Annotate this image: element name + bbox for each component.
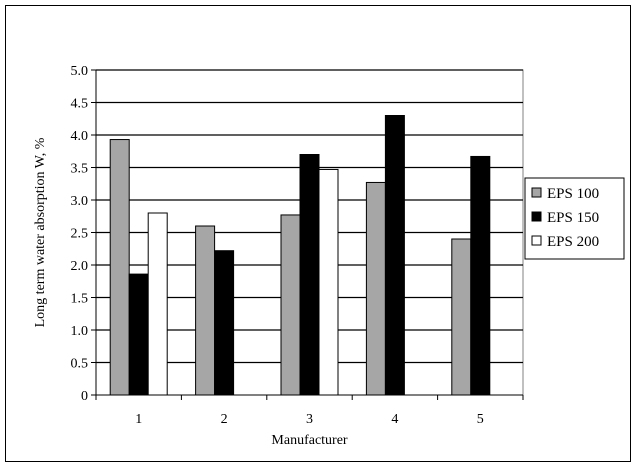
bars	[109, 115, 491, 396]
y-tick-label: 5.0	[71, 64, 89, 79]
y-tick-label: 1.5	[71, 292, 89, 307]
bar-eps-150-3	[299, 154, 320, 396]
bar-eps-200-3	[318, 168, 339, 396]
x-axis-title: Manufacturer	[271, 433, 348, 448]
bar-eps-150-1	[128, 273, 149, 396]
bar-eps-150-4	[384, 115, 405, 396]
y-tick-label: 0	[81, 389, 88, 404]
bar-eps-100-4	[365, 181, 386, 396]
bar-eps-100-1	[109, 139, 130, 396]
y-tick-label: 2.5	[71, 227, 89, 242]
x-tick-labels: 1 2 3 4 5	[135, 412, 484, 427]
y-tick-label: 0.5	[71, 357, 89, 372]
legend-swatch	[531, 187, 542, 198]
y-tick-label: 2.0	[71, 259, 89, 274]
y-tick-label: 1.0	[71, 324, 89, 339]
y-tick-label: 4.5	[71, 97, 89, 112]
axes	[91, 69, 524, 400]
y-tick-labels: 0 0.5 1.0 1.5 2.0 2.5 3.0 3.5 4.0 4.5 5.0	[71, 64, 89, 404]
bar-eps-100-2	[195, 225, 216, 396]
bar-eps-100-3	[280, 214, 301, 396]
legend-swatch	[531, 211, 542, 222]
x-tick-label: 1	[135, 412, 142, 427]
y-tick-label: 3.0	[71, 194, 89, 209]
legend-label: EPS 150	[547, 210, 599, 226]
x-tick-label: 4	[391, 412, 398, 427]
x-tick-label: 2	[221, 412, 228, 427]
bar-eps-200-1	[147, 212, 168, 396]
bar-eps-100-5	[451, 238, 472, 396]
legend: EPS 100 EPS 150 EPS 200	[524, 177, 625, 260]
bar-eps-150-5	[470, 155, 491, 396]
x-tick-label: 5	[477, 412, 484, 427]
y-axis-title: Long term water absorption W, %	[33, 137, 48, 327]
bar-eps-150-2	[214, 250, 235, 396]
x-tick-label: 3	[306, 412, 313, 427]
legend-swatch	[531, 235, 542, 246]
legend-label: EPS 200	[547, 234, 599, 250]
y-tick-label: 3.5	[71, 162, 89, 177]
legend-label: EPS 100	[547, 186, 599, 202]
y-tick-label: 4.0	[71, 129, 89, 144]
